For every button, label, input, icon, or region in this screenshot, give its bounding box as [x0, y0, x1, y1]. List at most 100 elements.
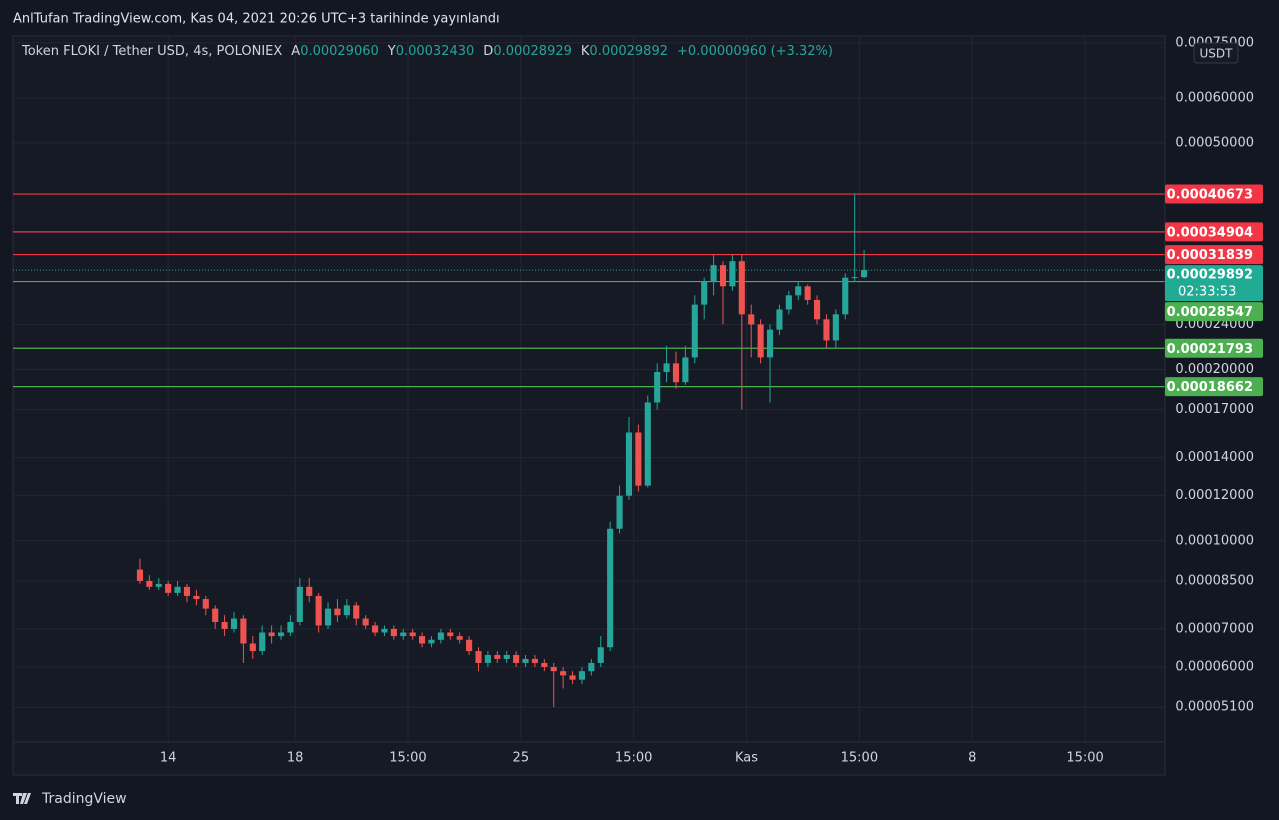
candle-body: [691, 304, 698, 358]
candle-body: [428, 639, 435, 644]
x-tick-label: 15:00: [615, 751, 652, 766]
candle-body: [654, 371, 661, 403]
symbol-name: Token FLOKI / Tether USD, 4s, POLONIEX: [22, 44, 283, 59]
candle-body: [748, 314, 755, 325]
candle-body: [202, 599, 209, 609]
brand-logo: [13, 793, 31, 804]
plot-area: [13, 193, 1165, 708]
candle-body: [221, 621, 228, 629]
candle-body: [757, 324, 764, 358]
price-tag: [1165, 302, 1263, 322]
currency-badge: [1193, 42, 1239, 64]
candle-body: [400, 632, 407, 637]
y-tick-label: 0.00012000: [1175, 488, 1254, 503]
candle-body: [230, 618, 238, 629]
candle-body: [644, 402, 651, 486]
candle-body: [738, 261, 745, 315]
ohlc-label: D: [483, 44, 494, 59]
candle-body: [136, 569, 144, 581]
price-tags: 0.00040673 0.00034904 0.00031839 0.00029892…: [1165, 184, 1263, 397]
candle-body: [795, 286, 802, 296]
candle-body: [832, 314, 839, 341]
ohlc-label: A: [291, 44, 301, 59]
candle-body: [541, 662, 548, 668]
price-tag: [1165, 338, 1263, 358]
price-tag-label: 0.00021793: [1167, 342, 1253, 357]
price-tag-label: 0.00031839: [1167, 248, 1253, 263]
candle-body: [306, 586, 313, 596]
y-tick-label: 0.00020000: [1175, 362, 1254, 377]
candle-body: [437, 632, 444, 640]
candle-body: [851, 277, 858, 279]
candle-body: [597, 647, 604, 663]
x-tick-label: 15:00: [389, 751, 426, 766]
candle-body: [813, 299, 821, 320]
candle-body: [146, 580, 153, 587]
candle-body: [569, 675, 576, 680]
y-tick-label: 0.00007000: [1175, 621, 1254, 636]
x-tick-label: 25: [513, 751, 530, 766]
x-tick-label: 14: [160, 751, 177, 766]
candle-body: [531, 658, 538, 663]
candle-body: [390, 628, 397, 637]
candle-body: [625, 432, 633, 496]
candle-body: [522, 658, 529, 663]
candle-body: [842, 277, 849, 315]
y-tick-label: 0.00014000: [1175, 450, 1254, 465]
ohlc-value: 0.00029060: [300, 44, 379, 59]
candle-body: [861, 270, 868, 278]
candle-body: [372, 625, 379, 633]
candle-body: [353, 605, 360, 619]
candle-body: [484, 654, 491, 663]
y-tick-label: 0.00006000: [1175, 660, 1254, 675]
candle-body: [315, 595, 322, 626]
candle-body: [729, 261, 736, 287]
candle-body: [466, 639, 473, 652]
candle-body: [719, 265, 727, 287]
ohlc-value: 0.00029892: [589, 44, 668, 59]
candle-body: [682, 357, 689, 383]
candle-body: [776, 309, 783, 330]
candle-body: [183, 586, 191, 596]
price-tag: [1165, 377, 1263, 397]
candle-body: [155, 583, 162, 587]
candle-body: [494, 654, 501, 659]
x-tick-label: 18: [287, 751, 304, 766]
y-tick-label: 0.00005100: [1175, 700, 1254, 715]
candle-body: [381, 628, 388, 633]
candle-body: [447, 632, 454, 637]
candle-body: [503, 654, 510, 659]
candle-body: [268, 632, 275, 637]
price-tag-label: 0.00018662: [1167, 380, 1253, 395]
candle-body: [259, 632, 266, 652]
header-title: AnlTufan TradingView.com, Kas 04, 2021 2…: [13, 12, 500, 27]
x-tick-label: 15:00: [1066, 751, 1103, 766]
candle-body: [785, 295, 792, 310]
currency-label: USDT: [1200, 47, 1234, 61]
price-tag-label: 0.00034904: [1167, 225, 1253, 240]
price-tag: [1165, 222, 1263, 242]
candle-body: [324, 608, 332, 626]
candle-body: [419, 636, 426, 644]
price-tag-label: 0.00040673: [1167, 188, 1253, 203]
x-tick-label: 8: [968, 751, 976, 766]
candle-body: [296, 586, 303, 622]
countdown-label: 02:33:53: [1178, 285, 1236, 300]
candle-body: [616, 495, 623, 529]
candle-body: [287, 621, 294, 633]
candle-body: [249, 643, 256, 652]
symbol-legend: Token FLOKI / Tether USD, 4s, POLONIEX A 0…: [22, 44, 833, 59]
candle-body: [193, 595, 200, 600]
grid: [13, 36, 1165, 742]
candle-body: [174, 586, 181, 593]
price-tag: [1165, 184, 1263, 204]
header-bar: [0, 0, 1279, 36]
ohlc-value: 0.00032430: [395, 44, 475, 59]
candle-body: [804, 286, 811, 300]
candle-body: [513, 654, 520, 663]
candle-body: [578, 671, 586, 680]
candle-body: [409, 632, 416, 637]
candle-body: [362, 618, 369, 626]
ohlc-label: K: [580, 44, 590, 59]
